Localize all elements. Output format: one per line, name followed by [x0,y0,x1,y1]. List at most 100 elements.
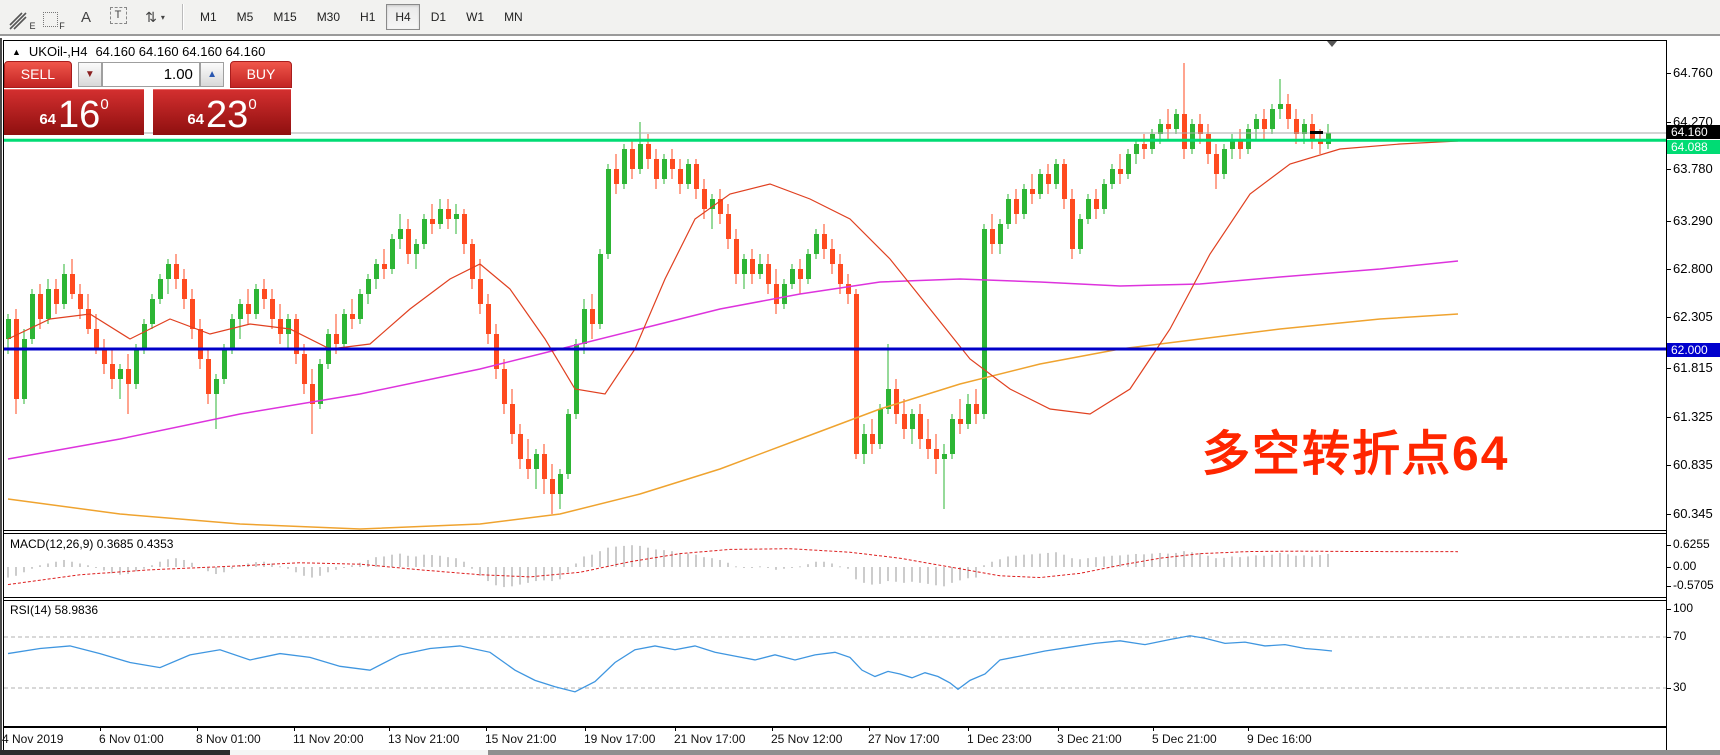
time-axis-tick [100,727,101,731]
timeframe-button-m30[interactable]: M30 [316,10,341,24]
timeframe-button-m15[interactable]: M15 [273,10,297,24]
time-axis-tick [3,727,4,731]
chevron-down-icon: ▾ [160,12,165,22]
symbol-period-label: UKOil-,H4 [28,44,88,59]
rsi-panel-bottom-border [3,726,1666,728]
volume-decrease-button[interactable]: ▼ [77,62,102,87]
time-axis-tick [675,727,676,731]
price-badge-62.000: 62.000 [1667,343,1720,357]
macd-axis-tick [1666,586,1671,587]
icon-sub-f: F [59,21,65,31]
time-axis-tick [1058,727,1059,731]
timeframe-button-m5[interactable]: M5 [236,10,254,24]
sell-price-big: 16 [58,94,101,136]
time-axis-tick [294,727,295,731]
time-axis-label: 8 Nov 01:00 [196,732,261,746]
textbox-tool-icon[interactable]: T [102,3,134,31]
time-axis-label: 6 Nov 01:00 [99,732,164,746]
toolbar-separator [182,4,184,30]
timeframe-button-mn[interactable]: MN [504,10,523,24]
rsi-indicator-area[interactable] [0,600,1666,726]
last-price-dash [1310,131,1323,134]
rsi-line [7,635,1333,693]
price-axis-line [1666,40,1667,750]
price-badge-64.088: 64.088 [1667,140,1720,154]
rsi-axis-label: 100 [1673,601,1694,615]
macd-panel-bottom-border [3,597,1666,598]
time-axis-label: 9 Dec 16:00 [1247,732,1312,746]
price-axis-tick [1666,169,1671,170]
price-axis-label: 63.780 [1673,161,1713,176]
price-axis-label: 62.800 [1673,261,1713,276]
time-axis-tick [389,727,390,731]
rsi-axis-label: 70 [1673,629,1687,643]
sell-price-sup: 0 [100,96,109,113]
icon-sub-e: E [29,21,36,31]
price-axis-label: 60.345 [1673,506,1713,521]
symbol-marker-icon: ▲ [12,46,21,57]
time-axis-label: 3 Dec 21:00 [1057,732,1122,746]
price-axis-label: 60.835 [1673,457,1713,472]
timeframe-button-h1[interactable]: H1 [360,10,376,24]
sell-price-small: 64 [39,111,57,128]
price-axis-tick [1666,221,1671,222]
rsi-axis-label: 30 [1673,680,1687,694]
macd-axis-tick [1666,545,1671,546]
arrange-windows-icon[interactable]: ⇅ ▾ [134,3,176,31]
price-axis-tick [1666,122,1671,123]
buy-price-box[interactable]: 64 23 0 [153,89,291,135]
toolbar: E F A T ⇅ ▾ M1 M5 M15 M30 H1 H4 D1 W1 MN [0,0,1720,36]
icon-t-label: T [109,7,127,24]
chart-shift-marker-icon [1327,41,1337,47]
bottom-edge-light [230,750,488,755]
rsi-panel-top-border [3,600,1666,601]
icon-a-label: A [80,8,91,26]
macd-signal-line [7,548,1459,586]
price-axis-tick [1666,73,1671,74]
time-axis: 4 Nov 2019 6 Nov 01:00 8 Nov 01:00 11 Nov 2… [0,727,1666,750]
macd-axis-label: 0.6255 [1673,537,1710,551]
time-axis-tick [772,727,773,731]
candles-layer [6,63,1331,514]
sell-button[interactable]: SELL [4,61,72,88]
ma-slow-orange-line [7,313,1459,530]
price-axis-tick [1666,465,1671,466]
main-chart-area[interactable] [0,40,1666,530]
price-axis-label: 63.290 [1673,213,1713,228]
window-left-edge [0,38,2,755]
bottom-edge-dark [0,750,230,755]
timeframe-button-h4[interactable]: H4 [386,4,420,30]
chart-frame-left [3,40,4,750]
time-axis-label: 15 Nov 21:00 [485,732,557,746]
time-axis-label: 19 Nov 17:00 [584,732,656,746]
buy-price-sup: 0 [248,96,257,113]
time-axis-label: 13 Nov 21:00 [388,732,460,746]
ma-fast-red-line [7,140,1459,415]
macd-panel-top-border [3,533,1666,534]
time-axis-label: 5 Dec 21:00 [1152,732,1217,746]
rsi-axis-tick [1666,609,1671,610]
sell-price-box[interactable]: 64 16 0 [4,89,144,135]
volume-input[interactable] [101,62,200,87]
sort-arrows-glyph: ⇅ [145,8,157,25]
price-axis-label: 61.325 [1673,409,1713,424]
time-axis-label: 25 Nov 12:00 [771,732,843,746]
time-axis-tick [968,727,969,731]
chart-title: ▲ UKOil-,H4 64.160 64.160 64.160 64.160 [12,44,265,59]
macd-indicator-area[interactable] [0,533,1666,597]
time-axis-tick [1153,727,1154,731]
price-badge-64.160: 64.160 [1667,125,1720,139]
timeframe-button-w1[interactable]: W1 [466,10,485,24]
price-axis-tick [1666,269,1671,270]
price-axis-tick [1666,514,1671,515]
time-axis-tick [585,727,586,731]
rsi-label: RSI(14) 58.9836 [10,603,99,617]
crosshair-tool-icon[interactable]: E [6,3,38,31]
text-a-tool-icon[interactable]: A [70,3,102,31]
main-panel-bottom-border [3,530,1666,531]
volume-incre ase-button[interactable]: ▲ [199,62,225,87]
timeframe-button-d1[interactable]: D1 [430,10,447,24]
grid-tool-icon[interactable]: F [38,3,70,31]
timeframe-button-m1[interactable]: M1 [200,10,217,24]
buy-button[interactable]: BUY [229,61,292,88]
